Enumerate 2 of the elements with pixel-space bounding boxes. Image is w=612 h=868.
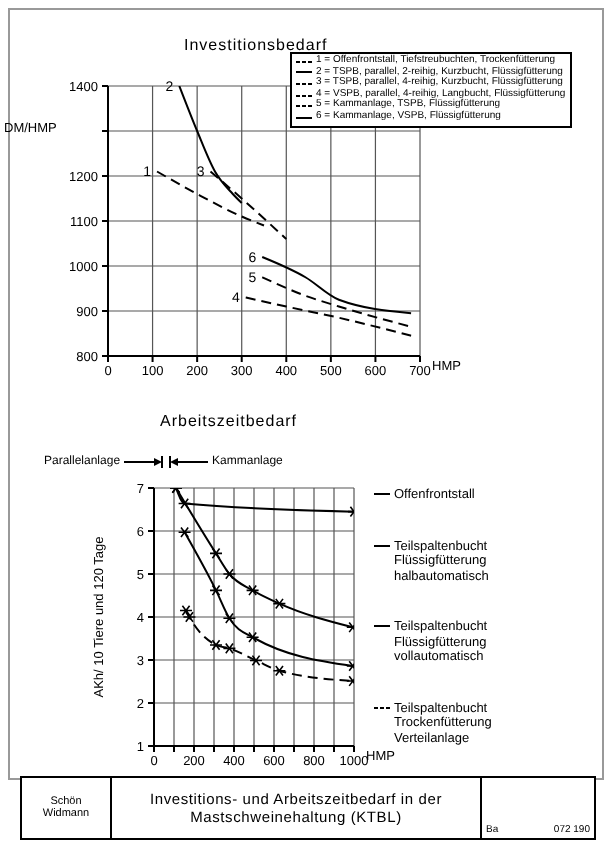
- chart-title: Arbeitszeitbedarf: [160, 412, 298, 430]
- chart-title: Investitionsbedarf: [184, 36, 328, 54]
